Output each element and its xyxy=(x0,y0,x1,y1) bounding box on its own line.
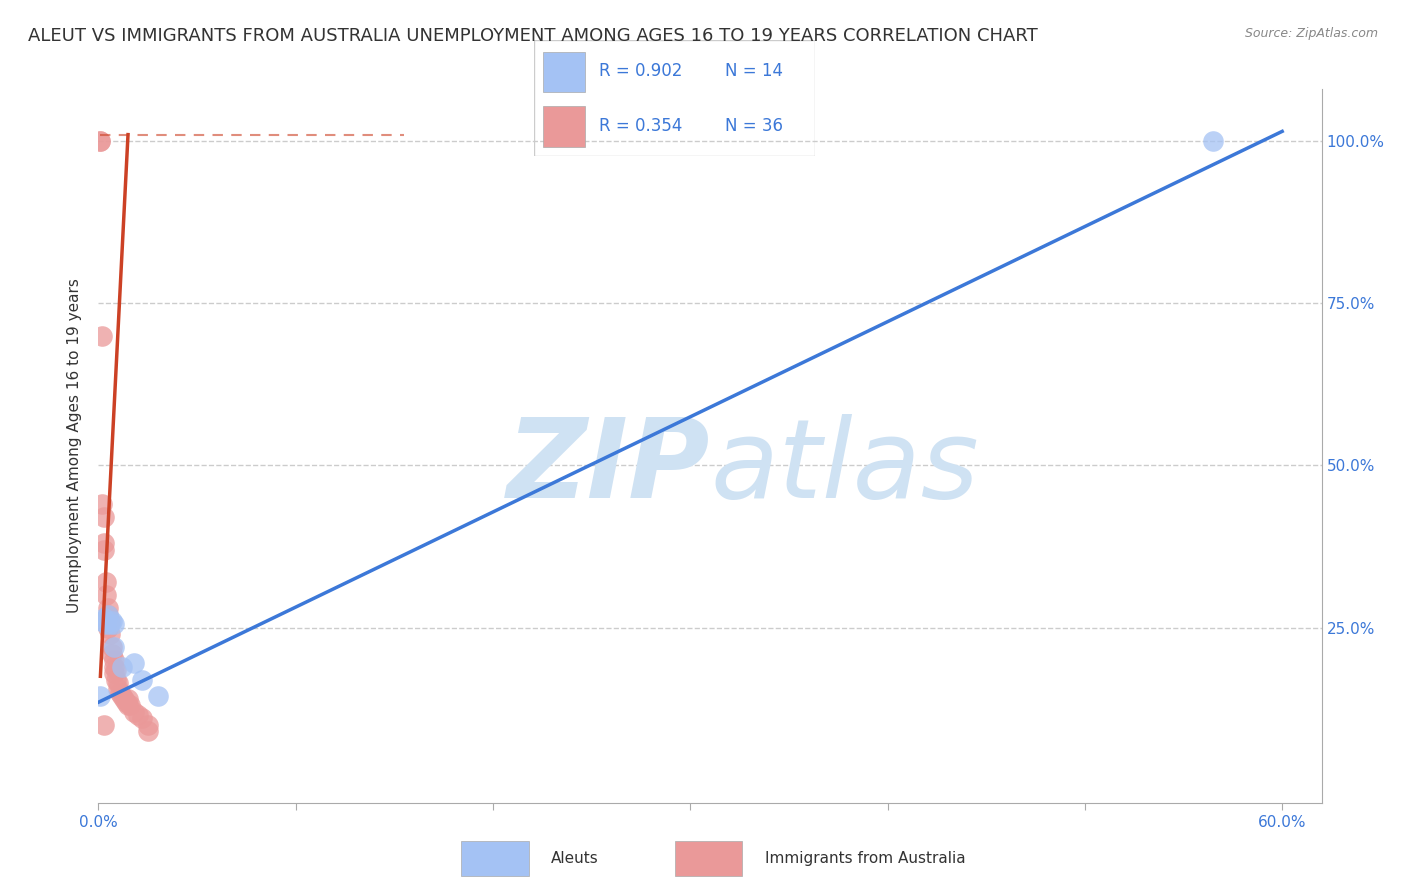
Point xyxy=(146,689,169,703)
Point xyxy=(93,510,115,524)
Point xyxy=(111,689,134,703)
Point xyxy=(89,689,111,703)
Point xyxy=(105,673,128,687)
Point xyxy=(91,328,114,343)
Bar xyxy=(675,841,742,876)
Text: N = 36: N = 36 xyxy=(725,117,783,135)
Point xyxy=(97,607,120,622)
Point xyxy=(103,617,125,632)
Text: R = 0.902: R = 0.902 xyxy=(599,62,682,80)
Point xyxy=(89,134,111,148)
Point xyxy=(97,621,120,635)
Text: N = 14: N = 14 xyxy=(725,62,783,80)
Text: R = 0.354: R = 0.354 xyxy=(599,117,682,135)
Point xyxy=(98,627,121,641)
Point xyxy=(93,542,115,557)
Point xyxy=(117,692,139,706)
Point xyxy=(103,653,125,667)
Point xyxy=(122,705,145,719)
Point xyxy=(96,588,118,602)
Point xyxy=(131,673,153,687)
Point xyxy=(96,617,118,632)
Text: Immigrants from Australia: Immigrants from Australia xyxy=(765,851,966,866)
Text: ZIP: ZIP xyxy=(506,414,710,521)
Point xyxy=(117,698,139,713)
Point xyxy=(103,640,125,654)
Point xyxy=(136,724,159,739)
Point xyxy=(111,659,134,673)
Point xyxy=(122,657,145,671)
Point xyxy=(93,611,115,625)
Text: Aleuts: Aleuts xyxy=(551,851,599,866)
Point xyxy=(131,711,153,725)
Point xyxy=(118,698,141,713)
Point xyxy=(93,536,115,550)
Point xyxy=(98,614,121,628)
Text: atlas: atlas xyxy=(710,414,979,521)
Point xyxy=(91,497,114,511)
Point xyxy=(97,607,120,622)
Text: ALEUT VS IMMIGRANTS FROM AUSTRALIA UNEMPLOYMENT AMONG AGES 16 TO 19 YEARS CORREL: ALEUT VS IMMIGRANTS FROM AUSTRALIA UNEMP… xyxy=(28,27,1038,45)
Point xyxy=(107,675,129,690)
Point xyxy=(101,614,124,628)
Point xyxy=(1202,134,1225,148)
Bar xyxy=(543,106,585,147)
Point xyxy=(108,685,131,699)
Point xyxy=(105,663,128,677)
Point xyxy=(136,718,159,732)
Bar xyxy=(461,841,529,876)
Point xyxy=(103,659,125,673)
Text: Source: ZipAtlas.com: Source: ZipAtlas.com xyxy=(1244,27,1378,40)
Bar xyxy=(543,52,585,93)
Point xyxy=(101,647,124,661)
Point xyxy=(93,718,115,732)
Point xyxy=(91,614,114,628)
Point xyxy=(101,640,124,654)
Point xyxy=(97,601,120,615)
Point xyxy=(115,695,138,709)
Point xyxy=(112,692,135,706)
Point xyxy=(103,666,125,681)
Point xyxy=(89,134,111,148)
Point xyxy=(107,682,129,697)
Point xyxy=(96,575,118,590)
Point xyxy=(127,708,149,723)
Point xyxy=(98,617,121,632)
Y-axis label: Unemployment Among Ages 16 to 19 years: Unemployment Among Ages 16 to 19 years xyxy=(67,278,83,614)
